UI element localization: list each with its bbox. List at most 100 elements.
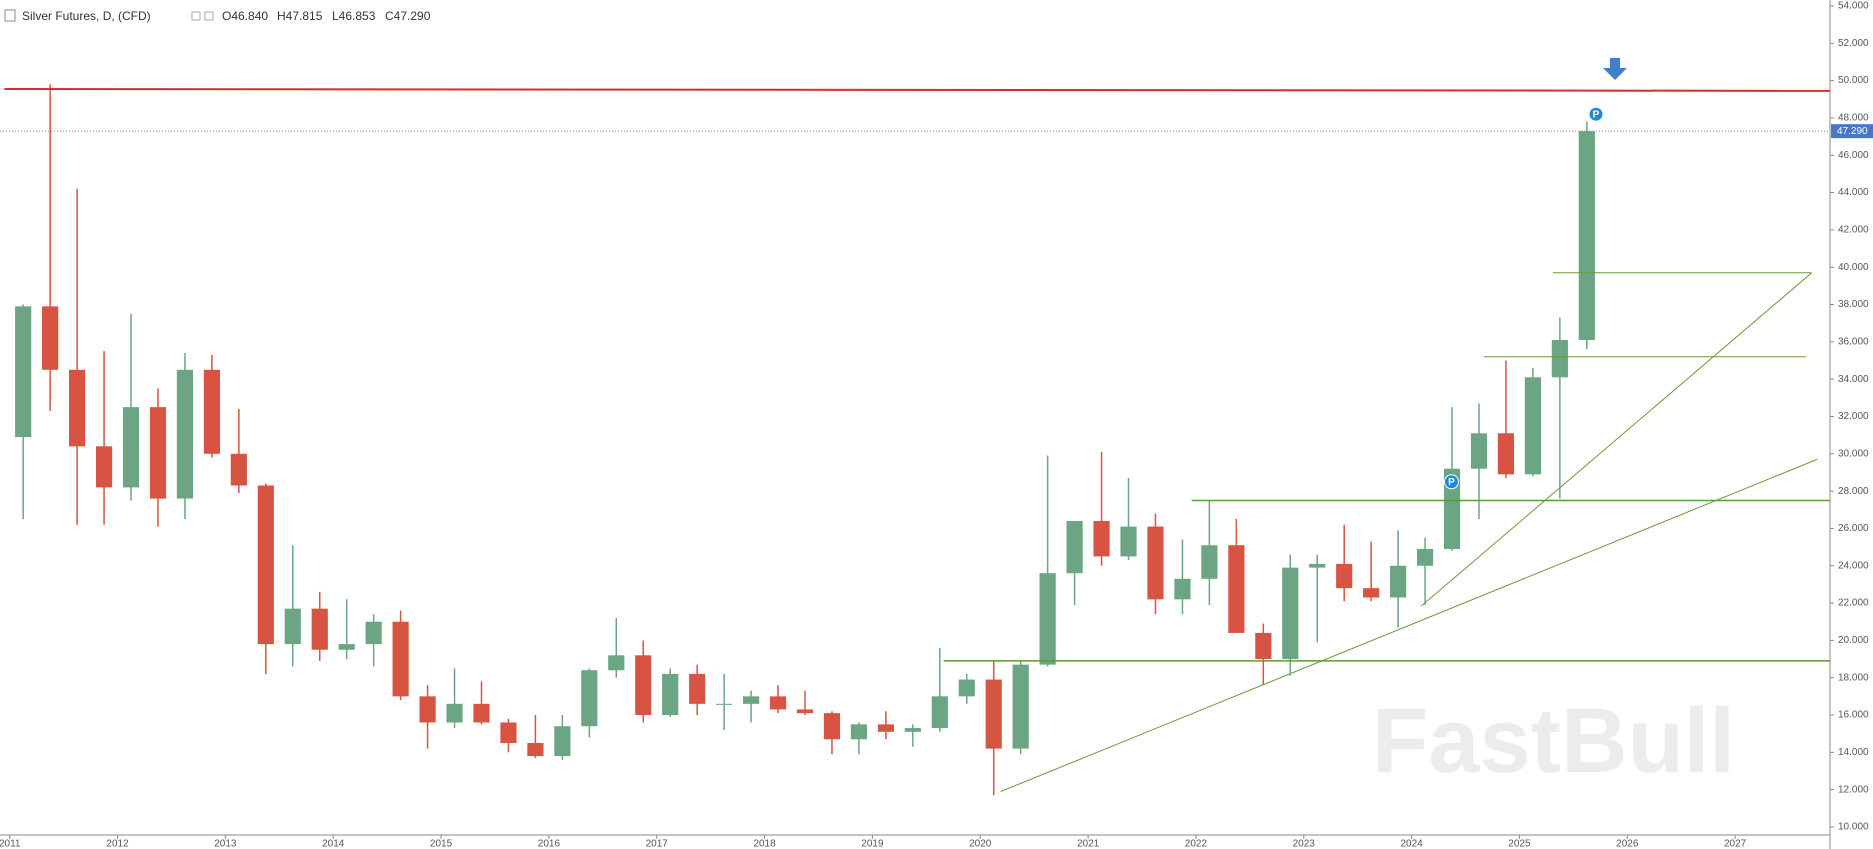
y-tick-label: 22.000 bbox=[1838, 598, 1869, 609]
candle-body bbox=[1012, 664, 1029, 749]
candle-body bbox=[257, 485, 274, 645]
y-tick-label: 34.000 bbox=[1838, 374, 1869, 385]
event-marker bbox=[1588, 106, 1604, 122]
candle-body bbox=[742, 696, 760, 704]
candle-body bbox=[230, 453, 247, 486]
y-tick-label: 48.000 bbox=[1838, 113, 1869, 124]
candle-body bbox=[931, 696, 948, 729]
y-tick-label: 18.000 bbox=[1838, 672, 1869, 683]
candle-body bbox=[985, 679, 1002, 749]
candle-body bbox=[554, 726, 571, 757]
ohlc-high: H47.815 bbox=[277, 9, 323, 23]
candle-body bbox=[149, 407, 167, 499]
header-icon bbox=[204, 11, 214, 21]
y-tick-label: 54.000 bbox=[1838, 1, 1869, 12]
candle-body bbox=[473, 703, 490, 723]
candle-body bbox=[1255, 632, 1272, 660]
candle-body bbox=[608, 655, 625, 671]
candle-body bbox=[689, 673, 706, 704]
candle-body bbox=[122, 407, 140, 488]
candle-body bbox=[581, 670, 598, 727]
symbol-icon bbox=[4, 9, 16, 22]
y-tick-label: 28.000 bbox=[1838, 486, 1869, 497]
candle-body bbox=[1416, 548, 1434, 566]
y-tick-label: 12.000 bbox=[1838, 784, 1869, 795]
candle-body bbox=[1336, 563, 1353, 589]
event-marker-label: P bbox=[1448, 477, 1455, 488]
x-tick-label: 2014 bbox=[322, 839, 345, 849]
x-tick-label: 2017 bbox=[646, 839, 669, 849]
candle-body bbox=[1578, 131, 1595, 340]
candle-body bbox=[1066, 520, 1083, 574]
y-tick-label: 44.000 bbox=[1838, 187, 1869, 198]
x-tick-label: 2025 bbox=[1508, 839, 1531, 849]
candle-body bbox=[15, 306, 32, 437]
candle-body bbox=[176, 369, 194, 499]
y-tick-label: 32.000 bbox=[1838, 411, 1869, 422]
ohlc-low: L46.853 bbox=[332, 9, 376, 23]
candle-body bbox=[365, 621, 382, 645]
y-tick-label: 24.000 bbox=[1838, 560, 1869, 571]
candle-body bbox=[69, 369, 86, 447]
x-tick-label: 2027 bbox=[1724, 839, 1747, 849]
chart-title: Silver Futures, D, (CFD) bbox=[22, 9, 151, 23]
drawing-line bbox=[4, 88, 1831, 92]
event-marker bbox=[1443, 474, 1459, 490]
y-tick-label: 52.000 bbox=[1838, 38, 1869, 49]
x-tick-label: 2015 bbox=[430, 839, 453, 849]
x-tick-label: 2021 bbox=[1077, 839, 1100, 849]
ohlc-open: O46.840 bbox=[222, 9, 268, 23]
y-tick-label: 26.000 bbox=[1838, 523, 1869, 534]
candle-body bbox=[1093, 520, 1110, 557]
candle-body bbox=[1551, 339, 1568, 378]
y-tick-label: 38.000 bbox=[1838, 299, 1869, 310]
x-tick-label: 2020 bbox=[969, 839, 992, 849]
candle-body bbox=[527, 743, 544, 757]
price-label-box bbox=[1831, 124, 1873, 139]
y-tick-label: 14.000 bbox=[1838, 747, 1869, 758]
candle-body bbox=[1120, 526, 1137, 557]
candle-body bbox=[1443, 468, 1461, 549]
candle-body bbox=[1309, 563, 1326, 568]
candle-body bbox=[42, 306, 59, 370]
watermark: FastBull bbox=[1372, 690, 1735, 792]
x-tick-label: 2013 bbox=[214, 839, 237, 849]
candle-body bbox=[203, 369, 220, 454]
y-tick-label: 16.000 bbox=[1838, 710, 1869, 721]
candle-body bbox=[769, 696, 787, 710]
candle-body bbox=[1174, 578, 1191, 600]
candle-body bbox=[1147, 526, 1164, 600]
candle-body bbox=[850, 724, 868, 740]
x-tick-label: 2022 bbox=[1185, 839, 1208, 849]
candle-body bbox=[392, 621, 409, 697]
y-tick-label: 50.000 bbox=[1838, 75, 1869, 86]
event-marker-label: P bbox=[1593, 109, 1600, 120]
y-tick-label: 20.000 bbox=[1838, 635, 1869, 646]
candle-body bbox=[1282, 567, 1299, 660]
candle-body bbox=[1228, 545, 1245, 633]
candle-body bbox=[796, 709, 814, 714]
y-tick-label: 36.000 bbox=[1838, 336, 1869, 347]
y-tick-label: 40.000 bbox=[1838, 262, 1869, 273]
x-tick-label: 2011 bbox=[0, 839, 21, 849]
candle-body bbox=[1363, 588, 1380, 598]
y-tick-label: 42.000 bbox=[1838, 225, 1869, 236]
x-tick-label: 2024 bbox=[1400, 839, 1423, 849]
drawing-line bbox=[1420, 272, 1812, 607]
candle-body bbox=[716, 703, 733, 705]
drawing-line bbox=[1000, 458, 1818, 792]
candle-body bbox=[419, 696, 436, 723]
x-tick-label: 2016 bbox=[538, 839, 561, 849]
candle-body bbox=[877, 724, 894, 732]
candle-body bbox=[338, 644, 355, 650]
candle-body bbox=[1201, 545, 1218, 579]
x-tick-label: 2019 bbox=[861, 839, 884, 849]
candle-body bbox=[1470, 433, 1488, 469]
y-tick-label: 10.000 bbox=[1838, 822, 1869, 833]
header-icon bbox=[191, 11, 201, 21]
candle-body bbox=[823, 713, 841, 740]
y-tick-label: 46.000 bbox=[1838, 150, 1869, 161]
candle-body bbox=[446, 703, 463, 723]
candle-body bbox=[284, 608, 301, 645]
